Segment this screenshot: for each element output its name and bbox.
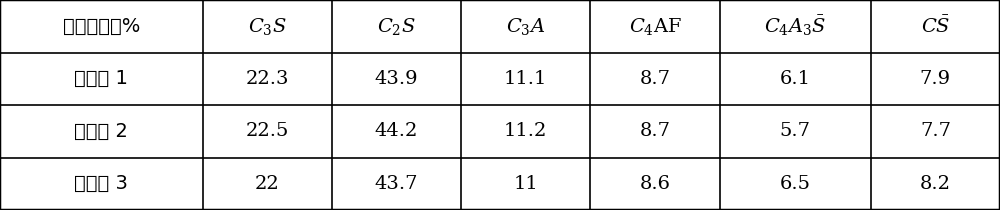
Text: 43.7: 43.7 <box>375 175 418 193</box>
Text: 7.7: 7.7 <box>920 122 951 140</box>
Text: $C_4\mathrm{AF}$: $C_4\mathrm{AF}$ <box>629 16 681 37</box>
Text: 22.5: 22.5 <box>246 122 289 140</box>
Text: 5.7: 5.7 <box>780 122 811 140</box>
Text: 44.2: 44.2 <box>375 122 418 140</box>
Text: 8.7: 8.7 <box>639 122 670 140</box>
Text: $C_3S$: $C_3S$ <box>248 16 287 37</box>
Text: 11.1: 11.1 <box>504 70 547 88</box>
Text: 质量百分数%: 质量百分数% <box>63 17 140 36</box>
Text: 实施例 2: 实施例 2 <box>74 122 128 141</box>
Text: 11.2: 11.2 <box>504 122 547 140</box>
Text: 22: 22 <box>255 175 280 193</box>
Text: 6.1: 6.1 <box>780 70 811 88</box>
Text: 8.2: 8.2 <box>920 175 951 193</box>
Text: 6.5: 6.5 <box>780 175 811 193</box>
Text: $C_2S$: $C_2S$ <box>377 16 416 37</box>
Text: 11: 11 <box>513 175 538 193</box>
Text: 22.3: 22.3 <box>246 70 289 88</box>
Text: 8.7: 8.7 <box>639 70 670 88</box>
Text: 8.6: 8.6 <box>639 175 670 193</box>
Text: 7.9: 7.9 <box>920 70 951 88</box>
Text: $C\bar{S}$: $C\bar{S}$ <box>921 16 950 37</box>
Text: $C_3A$: $C_3A$ <box>506 16 545 37</box>
Text: 43.9: 43.9 <box>375 70 418 88</box>
Text: 实施例 3: 实施例 3 <box>74 174 128 193</box>
Text: 实施例 1: 实施例 1 <box>74 69 128 88</box>
Text: $C_4A_3\bar{S}$: $C_4A_3\bar{S}$ <box>764 14 826 38</box>
